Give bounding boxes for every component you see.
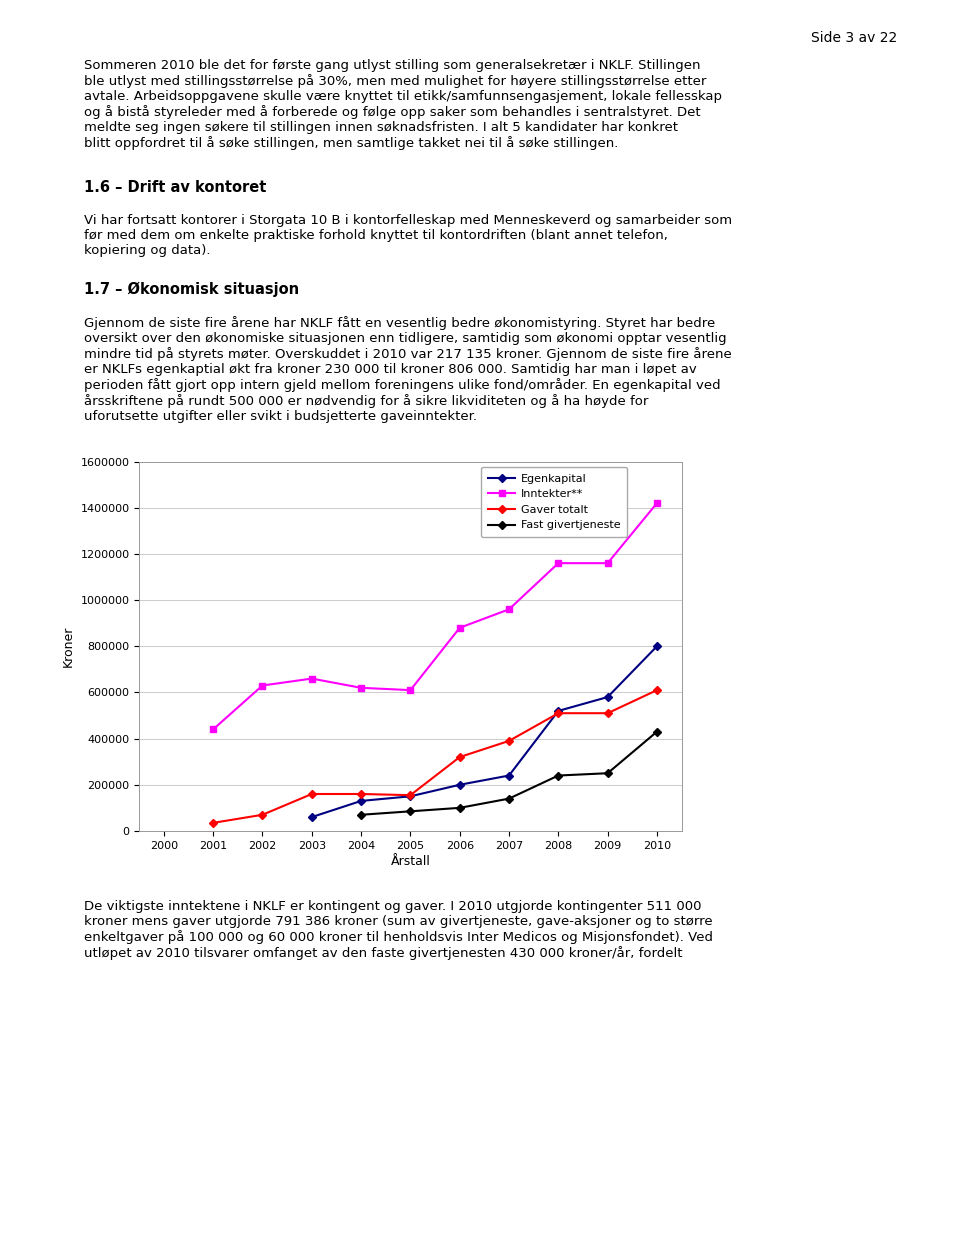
Fast givertjeneste [602, 766, 613, 781]
Egenkapital [306, 810, 318, 825]
Line: Fast givertjeneste: Fast givertjeneste [358, 729, 660, 818]
Inntekter** [404, 682, 416, 697]
Gaver totalt [256, 808, 268, 823]
Y-axis label: Kroner: Kroner [61, 626, 75, 667]
Inntekter** [553, 556, 564, 571]
Egenkapital [404, 789, 416, 804]
Gaver totalt [454, 750, 466, 765]
Line: Gaver totalt: Gaver totalt [210, 687, 660, 826]
Egenkapital [553, 704, 564, 719]
Inntekter** [503, 602, 515, 617]
X-axis label: Årstall: Årstall [391, 855, 430, 868]
Egenkapital [355, 794, 367, 809]
Text: Sommeren 2010 ble det for første gang utlyst stilling som generalsekretær i NKLF: Sommeren 2010 ble det for første gang ut… [84, 59, 723, 150]
Fast givertjeneste [651, 724, 662, 739]
Fast givertjeneste [404, 804, 416, 819]
Inntekter** [602, 556, 613, 571]
Gaver totalt [651, 682, 662, 697]
Legend: Egenkapital, Inntekter**, Gaver totalt, Fast givertjeneste: Egenkapital, Inntekter**, Gaver totalt, … [481, 467, 627, 537]
Text: De viktigste inntektene i NKLF er kontingent og gaver. I 2010 utgjorde kontingen: De viktigste inntektene i NKLF er kontin… [84, 900, 713, 960]
Inntekter** [256, 679, 268, 694]
Text: Gjennom de siste fire årene har NKLF fått en vesentlig bedre økonomistyring. Sty: Gjennom de siste fire årene har NKLF fåt… [84, 316, 732, 423]
Text: 1.6 – Drift av kontoret: 1.6 – Drift av kontoret [84, 180, 267, 195]
Inntekter** [207, 722, 219, 737]
Text: 1.7 – Økonomisk situasjon: 1.7 – Økonomisk situasjon [84, 282, 300, 297]
Gaver totalt [553, 706, 564, 721]
Gaver totalt [207, 815, 219, 830]
Egenkapital [651, 639, 662, 654]
Gaver totalt [306, 786, 318, 801]
Gaver totalt [404, 788, 416, 803]
Gaver totalt [503, 734, 515, 749]
Inntekter** [651, 496, 662, 511]
Gaver totalt [602, 706, 613, 721]
Inntekter** [355, 680, 367, 695]
Gaver totalt [355, 786, 367, 801]
Line: Inntekter**: Inntekter** [210, 500, 660, 732]
Text: Side 3 av 22: Side 3 av 22 [811, 31, 898, 45]
Inntekter** [306, 671, 318, 686]
Inntekter** [454, 620, 466, 635]
Egenkapital [454, 777, 466, 793]
Fast givertjeneste [503, 791, 515, 806]
Fast givertjeneste [553, 767, 564, 782]
Egenkapital [503, 767, 515, 782]
Line: Egenkapital: Egenkapital [309, 644, 660, 820]
Egenkapital [602, 690, 613, 705]
Fast givertjeneste [355, 808, 367, 823]
Text: Norges Kristelige Legeforening   |   Storgata 10B, 0155 Oslo   |   Telefon: 22 3: Norges Kristelige Legeforening | Storgat… [128, 1214, 832, 1224]
Fast givertjeneste [454, 800, 466, 815]
Text: Vi har fortsatt kontorer i Storgata 10 B i kontorfelleskap med Menneskeverd og s: Vi har fortsatt kontorer i Storgata 10 B… [84, 214, 732, 257]
